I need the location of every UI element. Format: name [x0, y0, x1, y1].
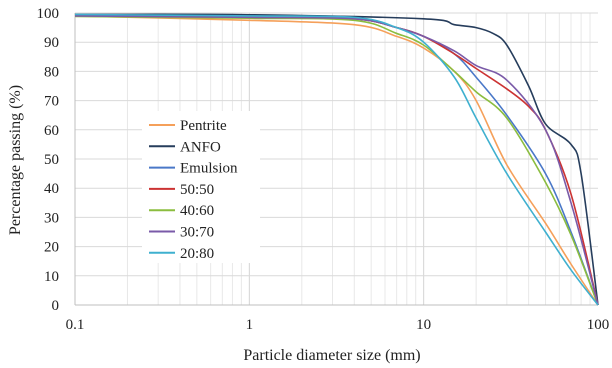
legend-label: Pentrite — [180, 118, 227, 134]
series-line-6 — [74, 13, 599, 306]
legend-background — [142, 111, 260, 263]
y-tick-label: 30 — [44, 210, 59, 226]
y-tick-label: 60 — [44, 123, 59, 139]
x-tick-label: 100 — [587, 317, 610, 333]
x-tick-label: 0.1 — [66, 317, 85, 333]
y-tick-label: 20 — [44, 240, 59, 256]
y-tick-label: 70 — [44, 94, 59, 110]
series-line-4 — [74, 15, 599, 306]
plot-frame — [74, 13, 598, 306]
y-tick-label: 90 — [44, 35, 59, 51]
y-tick-label: 50 — [44, 152, 59, 168]
legend: Pentrite ANFO Emulsion 50:50 40:60 30:70 20:80 — [142, 111, 260, 263]
series-layer — [74, 13, 599, 306]
y-tick-label: 0 — [52, 298, 60, 314]
y-tick-labels: 0 10 20 30 40 50 60 70 80 90 100 — [37, 6, 60, 314]
y-tick-label: 80 — [44, 64, 59, 80]
x-tick-label: 1 — [246, 317, 254, 333]
legend-label: 30:70 — [180, 225, 214, 241]
grid — [75, 12, 598, 306]
legend-label: 40:60 — [180, 203, 214, 219]
legend-label: 50:50 — [180, 182, 214, 198]
legend-label: 20:80 — [180, 246, 214, 262]
x-tick-label: 10 — [416, 317, 431, 333]
x-tick-labels: 0.1 1 10 100 — [66, 317, 610, 333]
y-tick-label: 10 — [44, 269, 59, 285]
legend-label: Emulsion — [180, 161, 238, 177]
series-line-5 — [74, 15, 599, 306]
legend-label: ANFO — [180, 139, 221, 155]
x-axis-title: Particle diameter size (mm) — [243, 347, 420, 364]
y-axis-title: Percentage passing (%) — [7, 85, 24, 235]
y-tick-label: 100 — [37, 6, 60, 22]
y-tick-label: 40 — [44, 181, 59, 197]
